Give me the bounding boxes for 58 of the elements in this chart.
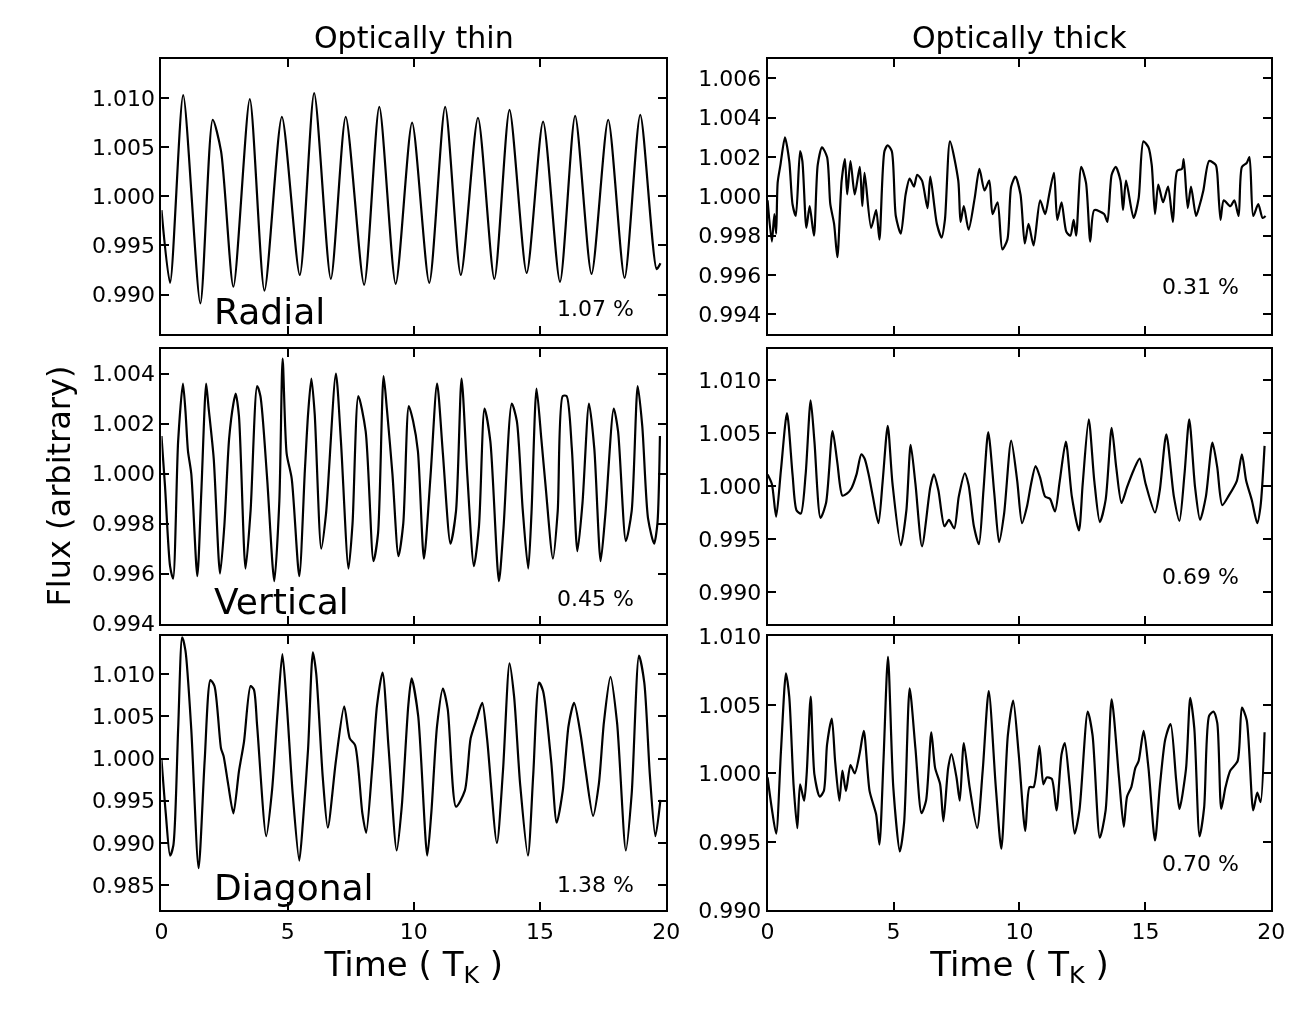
annotation: 0.31 % [1162,274,1239,299]
y-tick-label: 0.996 [698,262,762,288]
y-tick-label: 0.995 [698,526,762,552]
x-tick-label: 20 [1257,918,1286,944]
y-tick-label: 0.994 [92,611,156,637]
y-tick-label: 0.995 [698,829,762,855]
y-tick-label: 1.000 [92,184,156,210]
x-axis-title: Time ( T$_{K}$ ) [323,943,504,989]
y-tick-label: 1.004 [92,361,156,387]
y-tick-label: 1.005 [92,134,156,160]
annotation: 0.69 % [1162,564,1239,589]
y-tick-label: 0.990 [698,898,762,924]
annotation: 1.07 % [557,296,634,321]
y-tick-label: 1.005 [92,704,156,730]
x-tick-label: 5 [280,918,295,944]
y-tick-label: 1.002 [92,411,156,437]
y-tick-label: 0.998 [698,223,762,249]
y-tick-label: 1.000 [698,473,762,499]
annotation: 1.38 % [557,872,634,897]
y-tick-label: 0.998 [92,511,156,537]
x-tick-label: 15 [1131,918,1160,944]
y-tick-label: 0.995 [92,788,156,814]
y-tick-label: 1.000 [92,461,156,487]
y-axis-title: Flux (arbitrary) [39,365,78,607]
y-tick-label: 0.995 [92,233,156,259]
y-tick-label: 1.002 [698,144,762,170]
x-tick-label: 15 [526,918,555,944]
y-tick-label: 1.000 [698,761,762,787]
annotation: 0.70 % [1162,851,1239,876]
chart-title: Optically thick [912,20,1128,55]
y-tick-label: 0.990 [92,282,156,308]
y-tick-label: 1.004 [698,105,762,131]
y-tick-label: 0.990 [92,830,156,856]
y-tick-label: 1.010 [698,367,762,393]
annotation: Diagonal [214,867,374,908]
y-tick-label: 1.010 [92,661,156,687]
y-tick-label: 1.010 [92,85,156,111]
y-tick-label: 1.000 [698,184,762,210]
y-tick-label: 1.000 [92,746,156,772]
y-tick-label: 1.010 [698,624,762,649]
chart-title: Optically thin [314,20,514,55]
x-axis-title: Time ( T$_{K}$ ) [929,943,1109,989]
y-tick-label: 1.005 [698,692,762,718]
y-tick-label: 0.985 [92,872,156,898]
x-tick-label: 0 [760,918,775,944]
y-tick-label: 1.006 [698,66,762,92]
annotation: Radial [214,291,326,332]
x-tick-label: 0 [154,918,169,944]
y-tick-label: 0.996 [92,561,156,587]
x-tick-label: 20 [652,918,681,944]
y-tick-label: 0.994 [698,301,762,327]
y-tick-label: 1.005 [698,420,762,446]
x-tick-label: 10 [1005,918,1034,944]
x-tick-label: 10 [399,918,428,944]
y-tick-label: 0.990 [698,579,762,605]
annotation: 0.45 % [557,586,634,611]
annotation: Vertical [214,581,349,622]
x-tick-label: 5 [886,918,901,944]
